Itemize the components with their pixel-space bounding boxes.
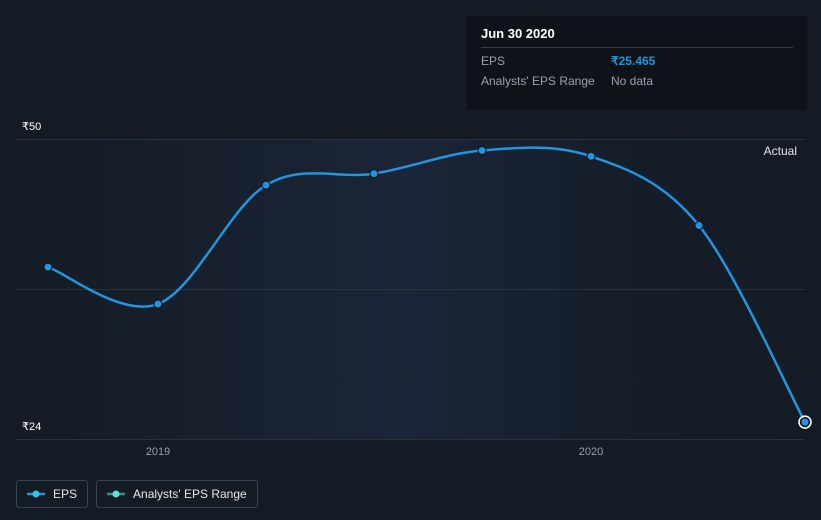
eps-point[interactable] — [154, 300, 162, 308]
chart-container: ₹50 ₹24 20192020 Actual Jun 30 2020 EPS … — [0, 0, 821, 520]
tooltip-row-range: Analysts' EPS Range No data — [481, 68, 793, 88]
tooltip-value: No data — [611, 74, 653, 88]
eps-point[interactable] — [695, 222, 703, 230]
tooltip-row-eps: EPS ₹25.465 — [481, 48, 793, 68]
eps-point[interactable] — [44, 263, 52, 271]
legend: EPS Analysts' EPS Range — [16, 480, 258, 508]
legend-item-range[interactable]: Analysts' EPS Range — [96, 480, 258, 508]
eps-line — [48, 148, 805, 422]
legend-label: Analysts' EPS Range — [133, 487, 247, 501]
eps-point[interactable] — [587, 152, 595, 160]
chart-tooltip: Jun 30 2020 EPS ₹25.465 Analysts' EPS Ra… — [467, 16, 807, 110]
legend-swatch-icon — [107, 489, 125, 499]
tooltip-date: Jun 30 2020 — [481, 26, 793, 48]
eps-point[interactable] — [478, 147, 486, 155]
legend-label: EPS — [53, 487, 77, 501]
tooltip-value: ₹25.465 — [611, 54, 655, 68]
legend-item-eps[interactable]: EPS — [16, 480, 88, 508]
eps-point[interactable] — [262, 181, 270, 189]
tooltip-label: Analysts' EPS Range — [481, 74, 611, 88]
legend-swatch-icon — [27, 489, 45, 499]
eps-point[interactable] — [801, 418, 809, 426]
eps-point[interactable] — [370, 170, 378, 178]
tooltip-label: EPS — [481, 54, 611, 68]
